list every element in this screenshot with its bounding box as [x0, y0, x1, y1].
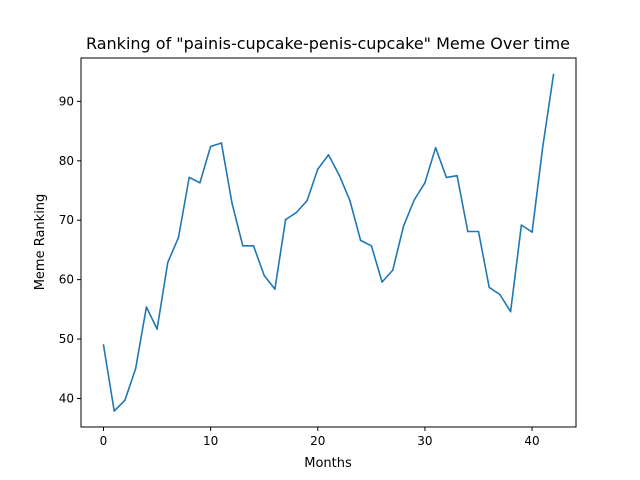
- x-tick-label: 40: [524, 434, 539, 448]
- data-point: [424, 182, 426, 184]
- axis-ticks: 0 10 20 30 40 40 50 60 70 80 90: [59, 94, 540, 448]
- data-point: [274, 288, 276, 290]
- data-point: [209, 145, 212, 148]
- data-point: [134, 368, 137, 370]
- data-point: [220, 142, 223, 144]
- x-tick-label: 20: [310, 434, 325, 448]
- data-point: [167, 261, 169, 264]
- data-point: [402, 225, 405, 227]
- data-point: [177, 236, 180, 239]
- x-axis-label: Months: [304, 456, 352, 471]
- data-point: [509, 310, 512, 313]
- x-tick-label: 30: [417, 434, 432, 448]
- data-point: [434, 146, 437, 149]
- data-point: [295, 211, 298, 214]
- y-tick-label: 50: [59, 332, 74, 346]
- y-tick-label: 40: [59, 391, 74, 405]
- data-point: [263, 274, 266, 277]
- y-tick-label: 60: [59, 273, 74, 287]
- data-point: [317, 168, 319, 170]
- data-point: [542, 145, 544, 148]
- data-point: [199, 182, 201, 184]
- plot-frame: [80, 57, 577, 428]
- series-line: [102, 73, 555, 412]
- data-point: [499, 293, 501, 296]
- data-point: [284, 218, 287, 221]
- x-tick-label: 0: [100, 434, 108, 448]
- data-point: [456, 174, 458, 177]
- data-point: [231, 202, 233, 205]
- x-tick-label: 10: [203, 434, 218, 448]
- data-point: [488, 286, 491, 289]
- data-point: [531, 231, 533, 233]
- data-point: [113, 410, 115, 412]
- data-point: [349, 199, 351, 202]
- data-point: [392, 269, 394, 271]
- data-point: [145, 306, 148, 308]
- data-point: [102, 344, 105, 346]
- data-point: [156, 328, 158, 330]
- data-point: [381, 281, 383, 283]
- data-point: [445, 176, 448, 179]
- data-point: [242, 245, 244, 247]
- data-point: [188, 176, 190, 179]
- data-point: [520, 224, 523, 226]
- y-tick-label: 80: [59, 154, 74, 168]
- data-point: [124, 399, 126, 402]
- series-group: [102, 73, 555, 412]
- data-point: [359, 239, 362, 242]
- data-point: [552, 73, 555, 76]
- data-point: [252, 245, 255, 247]
- data-point: [306, 199, 308, 202]
- data-point: [370, 245, 373, 247]
- data-point: [327, 154, 330, 156]
- data-point: [338, 174, 341, 176]
- y-tick-label: 90: [59, 94, 74, 108]
- data-point: [467, 230, 469, 233]
- data-point: [477, 230, 480, 233]
- chart-title: Ranking of "painis-cupcake-penis-cupcake…: [86, 34, 570, 53]
- y-tick-label: 70: [59, 213, 74, 227]
- y-axis-label: Meme Ranking: [33, 194, 48, 291]
- data-point: [413, 199, 416, 201]
